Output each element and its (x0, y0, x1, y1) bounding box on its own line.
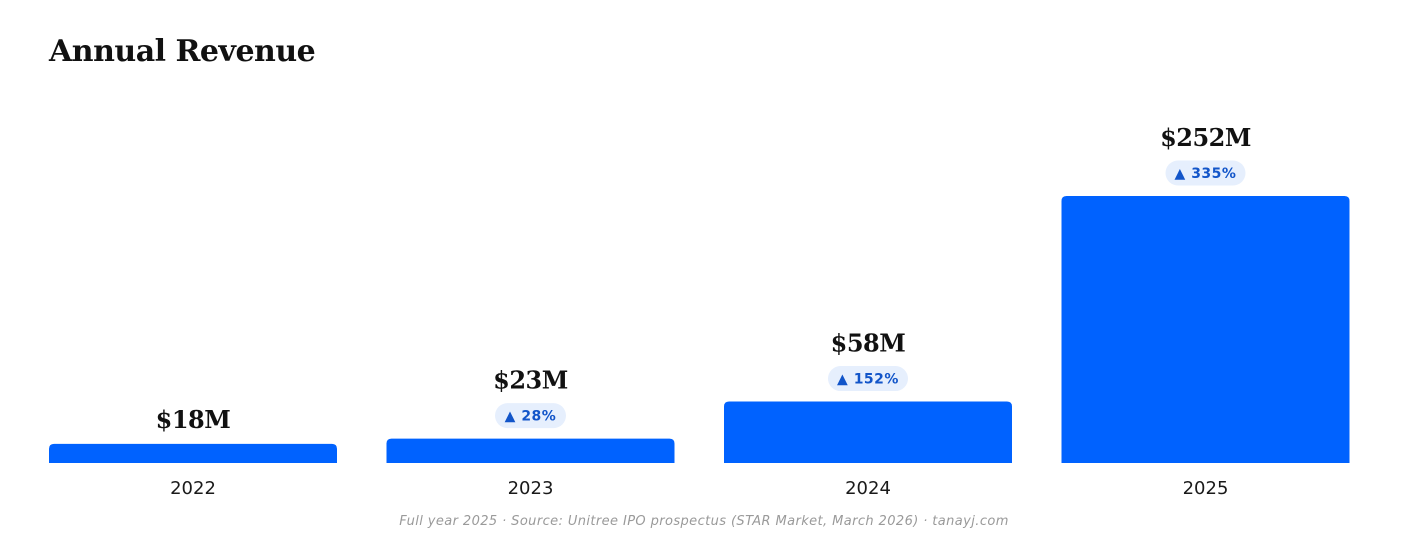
growth-badge-2024 (828, 366, 908, 392)
category-label-2022: 2022 (170, 478, 216, 499)
chart-title: Annual Revenue (49, 34, 316, 69)
category-label-2023: 2023 (508, 478, 554, 499)
bar-2022 (49, 443, 337, 463)
bar-2024 (724, 401, 1012, 463)
growth-badge-2025 (1165, 160, 1246, 186)
growth-label-2024: ▲ 152% (837, 372, 899, 388)
category-label-2025: 2025 (1183, 478, 1229, 499)
category-label-2024: 2024 (845, 478, 891, 499)
growth-label-2023: ▲ 28% (505, 409, 557, 425)
growth-badge-2023 (495, 403, 566, 429)
value-label-2025: $252M (1160, 123, 1251, 152)
value-label-2024: $58M (831, 329, 906, 358)
chart-footer-source: Full year 2025 · Source: Unitree IPO pro… (399, 514, 1009, 529)
value-label-2022: $18M (156, 405, 231, 434)
bar-2025 (1061, 196, 1350, 463)
value-label-2023: $23M (493, 366, 568, 395)
growth-label-2025: ▲ 335% (1175, 166, 1237, 182)
bar-2023 (386, 438, 675, 463)
